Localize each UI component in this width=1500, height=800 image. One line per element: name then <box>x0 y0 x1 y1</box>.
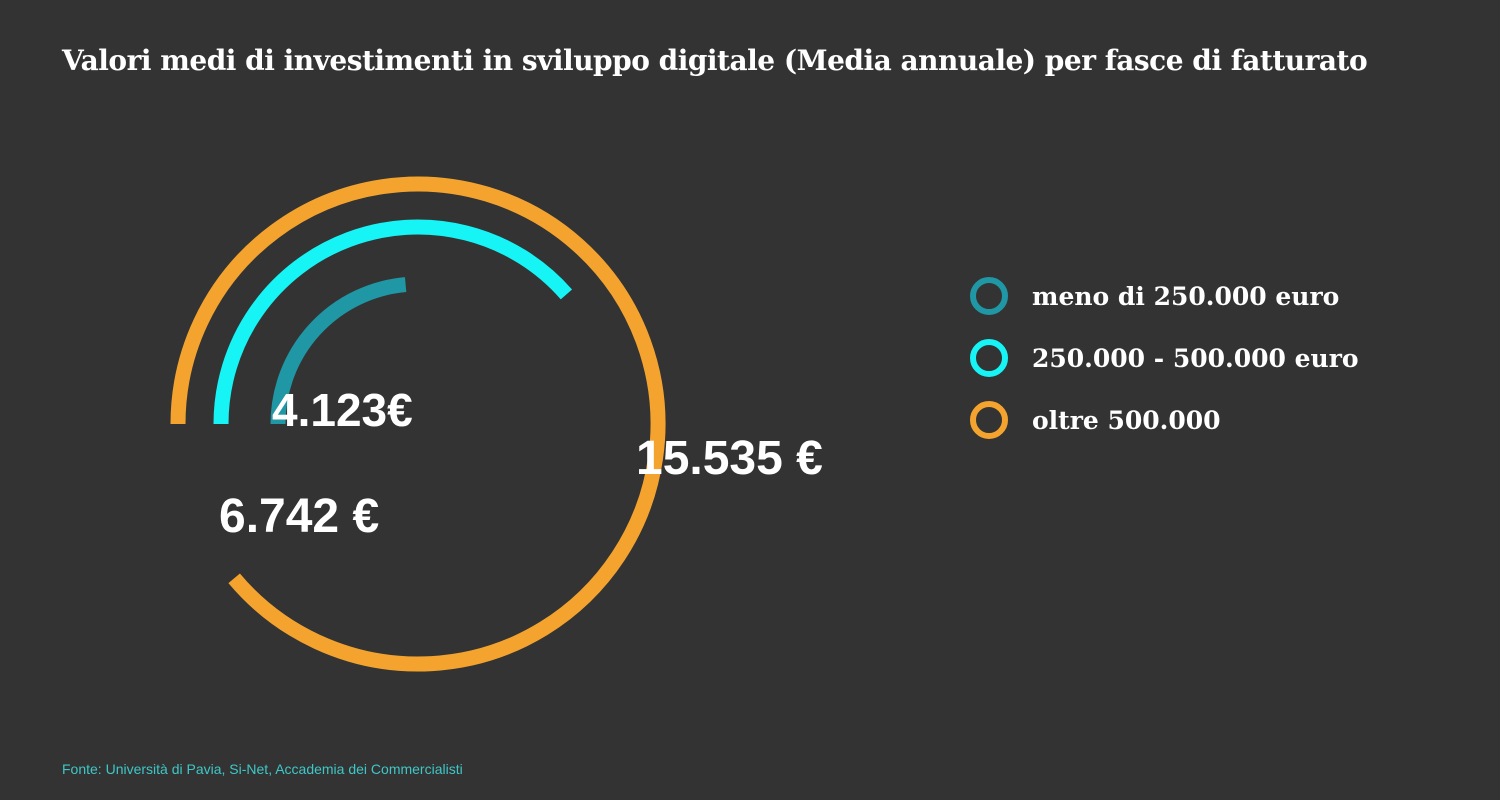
value-label-meno-250000: 4.123€ <box>272 384 413 436</box>
value-label-oltre-500000: 15.535 € <box>636 432 823 485</box>
chart-title: Valori medi di investimenti in sviluppo … <box>62 44 1368 77</box>
legend-ring-icon <box>970 401 1008 439</box>
legend-label: meno di 250.000 euro <box>1032 281 1340 311</box>
value-label-250000-500000: 6.742 € <box>219 490 379 543</box>
source-note: Fonte: Università di Pavia, Si-Net, Acca… <box>62 761 463 777</box>
chart-legend: meno di 250.000 euro 250.000 - 500.000 e… <box>970 265 1359 451</box>
legend-ring-icon <box>970 277 1008 315</box>
arc-meno-250000 <box>270 277 407 425</box>
legend-ring-icon <box>970 339 1008 377</box>
legend-item-meno-250000: meno di 250.000 euro <box>970 265 1359 327</box>
legend-item-250000-500000: 250.000 - 500.000 euro <box>970 327 1359 389</box>
arc-oltre-500000 <box>170 176 666 672</box>
legend-label: 250.000 - 500.000 euro <box>1032 343 1359 373</box>
legend-label: oltre 500.000 <box>1032 405 1221 435</box>
legend-item-oltre-500000: oltre 500.000 <box>970 389 1359 451</box>
arc-250000-500000 <box>213 219 573 425</box>
